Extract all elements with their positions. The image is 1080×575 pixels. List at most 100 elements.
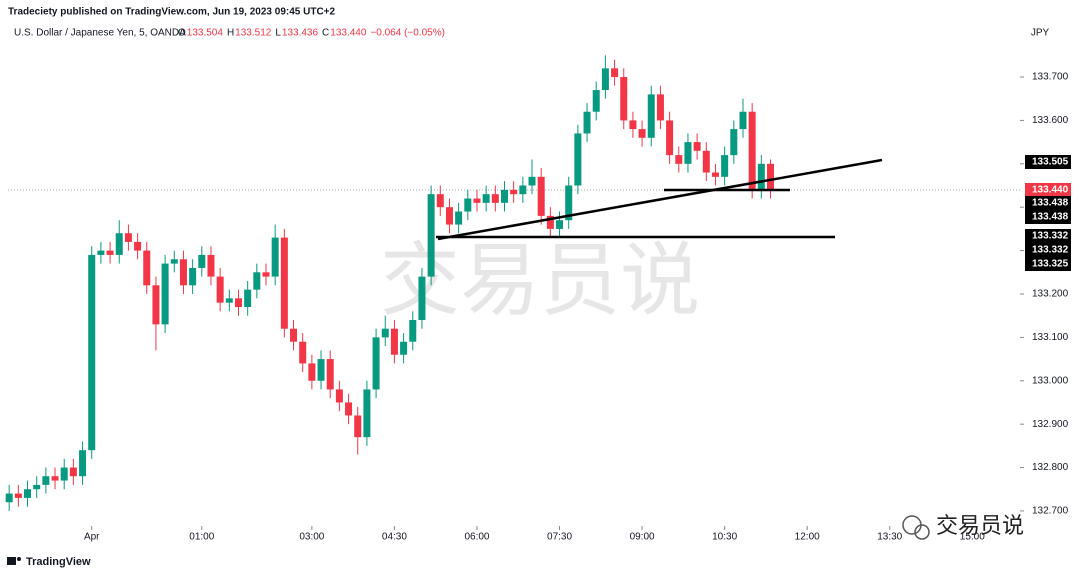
wechat-badge: 交易员说 [902, 514, 1024, 540]
candle-body [656, 94, 664, 121]
candle-body [253, 272, 261, 290]
candle-body [60, 467, 68, 481]
ohlc-value: 133.436 [282, 28, 319, 39]
candle-body [161, 263, 169, 325]
candle-body [767, 163, 775, 190]
candle-body [546, 215, 554, 229]
candle-body [436, 194, 444, 208]
candle-body [42, 476, 50, 485]
trendline [437, 158, 883, 241]
candle-body [170, 259, 178, 264]
candle-body [14, 493, 22, 498]
candle-body [445, 207, 453, 225]
candle-body [124, 233, 132, 242]
change: −0.064 (−0.05%) [370, 28, 445, 39]
x-tick-label: 07:30 [547, 532, 572, 543]
candle-body [629, 120, 637, 130]
x-tick-label: 12:00 [795, 532, 820, 543]
ohlc-value: 133.504 [187, 28, 224, 39]
price-badge [1025, 210, 1071, 224]
candle-body [574, 133, 582, 186]
candle-body [721, 155, 729, 177]
candle-body [400, 341, 408, 355]
candle-body [739, 111, 747, 130]
candle-body [179, 259, 187, 286]
y-tick-label: 133.200 [1032, 289, 1069, 300]
candles [5, 55, 775, 511]
candle-body [280, 237, 288, 329]
candle-body [5, 493, 13, 503]
candle-body [244, 289, 252, 307]
candle-body [24, 489, 32, 498]
candle-body [647, 94, 655, 138]
price-badge-label: 133.440 [1032, 185, 1069, 196]
candle-body [500, 189, 508, 203]
candle-body [143, 250, 151, 286]
candle-body [97, 250, 105, 255]
x-tick-label: 06:00 [464, 532, 489, 543]
candle-body [427, 194, 435, 277]
candle-body [79, 450, 87, 477]
candle-body [51, 476, 59, 481]
candle-body [335, 389, 343, 403]
x-tick-label: 13:30 [877, 532, 902, 543]
price-badge [1025, 243, 1071, 257]
price-badge-label: 133.505 [1032, 157, 1069, 168]
candle-body [134, 241, 142, 251]
candle-body [290, 328, 298, 342]
candle-body [69, 467, 77, 477]
price-badge-label: 133.332 [1032, 245, 1069, 256]
candle-body [491, 194, 499, 203]
y-tick-label: 132.700 [1032, 506, 1069, 517]
candle-body [556, 220, 564, 229]
y-tick-label: 133.700 [1032, 72, 1069, 83]
candle-body [757, 163, 765, 190]
x-tick-label: 04:30 [382, 532, 407, 543]
candle-body [666, 120, 674, 156]
candle-body [748, 111, 756, 190]
price-badge [1025, 196, 1071, 210]
ohlc: O 133.504 H 133.512 L 133.436 C 133.440 −0.064 (… [178, 28, 445, 39]
candle-body [583, 111, 591, 134]
candle-body [528, 176, 536, 186]
candle-body [381, 328, 389, 338]
candle-body [464, 198, 472, 212]
price-badge-label: 133.438 [1032, 212, 1069, 223]
symbol: U.S. Dollar / Japanese Yen, 5, OANDA [14, 28, 186, 39]
x-tick-label: 10:30 [712, 532, 737, 543]
candle-body [693, 142, 701, 151]
x-tick-label: 03:00 [299, 532, 324, 543]
candle-body [730, 129, 738, 156]
candle-body [565, 185, 573, 221]
candle-body [345, 402, 353, 416]
candle-body [372, 337, 380, 390]
y-tick-label: 133.000 [1032, 375, 1069, 386]
tv-logo: TradingView [7, 556, 91, 568]
candle-body [519, 185, 527, 195]
candle-body [106, 250, 114, 255]
price-badge-label: 133.332 [1032, 231, 1069, 242]
ohlc-value: 133.512 [235, 28, 272, 39]
candle-body [482, 194, 490, 203]
x-tick-label: Apr [84, 532, 100, 543]
ohlc-key: H [227, 28, 234, 39]
candle-body [299, 341, 307, 364]
candle-body [198, 254, 206, 268]
x-tick-label: 15:00 [960, 532, 985, 543]
candle-body [326, 359, 334, 390]
candle-body [409, 320, 417, 342]
candle-body [152, 285, 160, 325]
price-badge [1025, 229, 1071, 243]
axes: 132.700 132.800 132.900 133.000 133.100 133.2… [84, 72, 1071, 543]
x-tick-label: 01:00 [189, 532, 214, 543]
y-tick-label: 132.900 [1032, 419, 1069, 430]
candle-body [363, 389, 371, 438]
candle-body [418, 276, 426, 321]
candle-body [234, 298, 242, 307]
candle-body [216, 276, 224, 303]
price-badge [1025, 183, 1071, 197]
candle-body [473, 198, 481, 203]
